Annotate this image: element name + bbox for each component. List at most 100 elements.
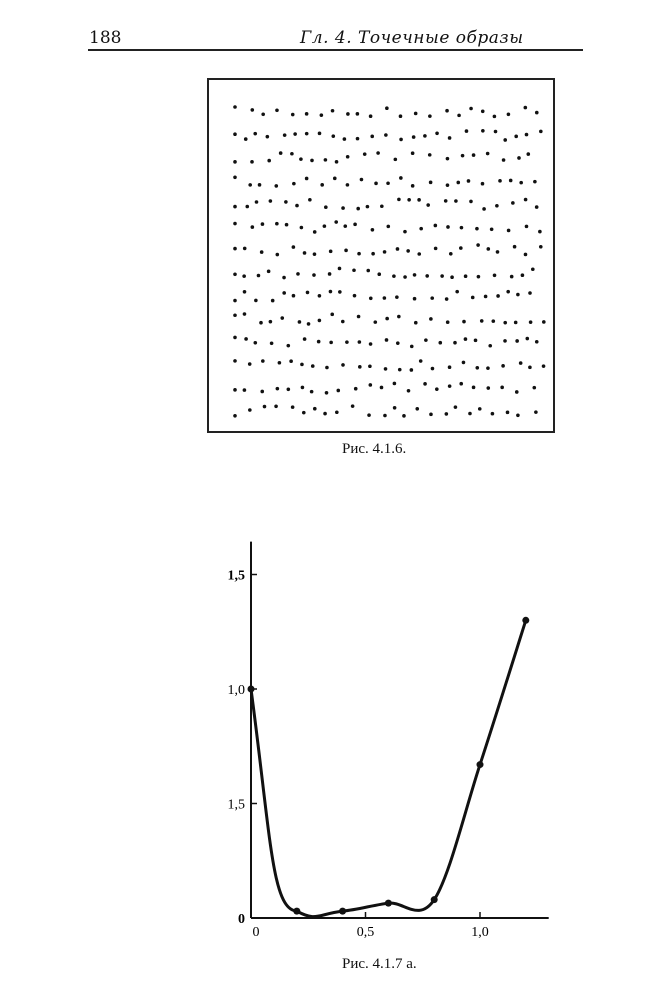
dot [429, 317, 433, 321]
dot [299, 157, 303, 161]
dot [322, 224, 327, 228]
dot [368, 383, 373, 387]
dot [305, 290, 310, 295]
dot [295, 203, 299, 208]
dot [242, 246, 247, 251]
dot [473, 338, 478, 343]
dot [464, 129, 469, 133]
dot [242, 289, 247, 294]
dot [435, 387, 439, 391]
dot [310, 364, 315, 368]
dot [330, 108, 335, 113]
dot [346, 112, 350, 116]
dot [336, 388, 341, 393]
dot [384, 338, 389, 342]
dot [357, 340, 362, 344]
dot [511, 201, 515, 205]
dot [247, 362, 252, 366]
dot [468, 411, 472, 416]
dot [300, 362, 304, 367]
dot [334, 220, 339, 224]
dot [233, 160, 237, 164]
dot [480, 181, 485, 186]
y-tick-label: 1,0 [228, 683, 246, 698]
dot [516, 413, 520, 418]
dot [506, 289, 510, 294]
dot [302, 251, 307, 255]
dot [330, 312, 335, 317]
dot [453, 405, 458, 409]
dot [345, 340, 349, 344]
dot [445, 108, 449, 113]
dot [417, 252, 422, 256]
dot [528, 320, 533, 324]
dot [429, 412, 433, 417]
dot [233, 388, 237, 392]
dot [409, 344, 414, 349]
dot [409, 368, 414, 372]
dot [261, 112, 265, 117]
dot [423, 134, 427, 138]
dot [418, 359, 423, 363]
dot [382, 296, 387, 300]
dot [233, 221, 237, 226]
dot [399, 176, 403, 180]
dot [508, 178, 513, 183]
dot [266, 269, 271, 274]
dot [275, 386, 280, 391]
dot [317, 294, 322, 298]
dot [259, 250, 264, 254]
dot [376, 151, 380, 155]
dot [370, 134, 375, 139]
dot [310, 158, 314, 163]
dot [257, 183, 262, 187]
dot [506, 228, 511, 233]
dot [397, 314, 401, 319]
dot [355, 136, 360, 141]
dot [350, 404, 355, 408]
dot [374, 181, 378, 186]
dot [523, 252, 528, 257]
dot [430, 296, 435, 300]
dot [233, 132, 237, 137]
dot [253, 340, 258, 345]
dot [459, 246, 463, 250]
dot [538, 244, 543, 249]
dot [410, 184, 415, 188]
dot [454, 199, 458, 203]
dot [299, 225, 304, 230]
x-tick-label: 1,0 [471, 925, 489, 940]
dot [380, 204, 384, 209]
dot [335, 410, 339, 415]
dot [512, 244, 517, 249]
dot [377, 272, 382, 277]
dot [365, 204, 370, 209]
dot [428, 114, 432, 118]
dot [483, 294, 488, 299]
dot [425, 274, 429, 278]
dot [424, 338, 428, 342]
dot [292, 181, 296, 186]
dot [352, 293, 357, 298]
page-number: 188 [89, 28, 122, 48]
dot [244, 337, 248, 341]
dot [462, 319, 466, 324]
dot [368, 114, 373, 119]
dot [366, 268, 371, 273]
dot [463, 274, 468, 279]
dot [301, 410, 306, 415]
dot [353, 386, 358, 391]
dot [316, 339, 321, 344]
dot [477, 407, 482, 411]
dot [447, 365, 452, 370]
dot [459, 381, 464, 386]
dot [323, 158, 328, 162]
dot [533, 179, 537, 184]
dot [392, 406, 397, 410]
dot [267, 158, 271, 163]
dot [415, 406, 420, 411]
dot [386, 224, 391, 229]
dot [320, 183, 324, 187]
dot [233, 246, 237, 251]
dot [413, 320, 418, 325]
